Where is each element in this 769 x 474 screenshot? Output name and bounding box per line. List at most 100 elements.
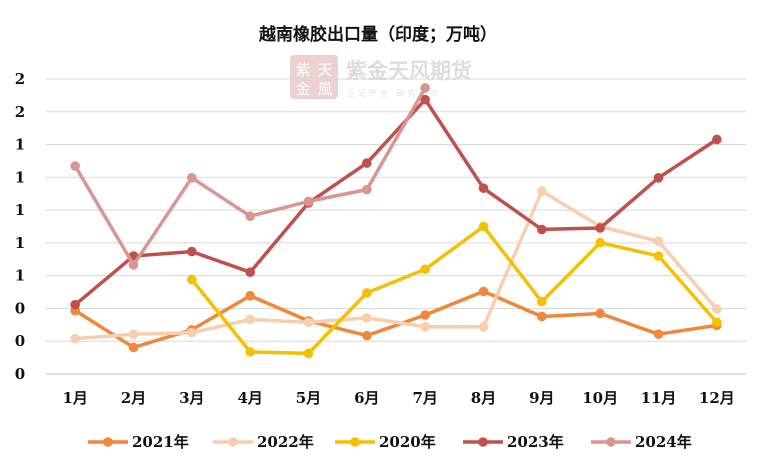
watermark-slogan: 立足产业 研究驱动 bbox=[347, 88, 441, 98]
data-point bbox=[712, 317, 722, 328]
legend-swatch-marker bbox=[350, 437, 360, 447]
data-point bbox=[245, 267, 255, 278]
y-tick-label: 0 bbox=[15, 299, 25, 317]
x-tick-label: 1月 bbox=[62, 389, 87, 407]
series-layer bbox=[70, 83, 722, 359]
data-point bbox=[420, 264, 430, 275]
watermark-seal bbox=[290, 55, 338, 99]
data-point bbox=[70, 333, 80, 344]
data-point bbox=[187, 327, 197, 338]
y-tick-label: 1 bbox=[15, 136, 25, 154]
data-point bbox=[245, 291, 255, 301]
data-point bbox=[653, 251, 664, 261]
series-0 bbox=[70, 286, 722, 353]
data-point bbox=[187, 246, 197, 257]
data-point bbox=[478, 286, 489, 297]
x-tick-label: 11月 bbox=[641, 389, 677, 407]
x-tick-label: 9月 bbox=[529, 389, 554, 407]
legend-label: 2021年 bbox=[132, 433, 189, 451]
watermark-seal-char: 風 bbox=[317, 80, 332, 98]
chart-title: 越南橡胶出口量（印度；万吨） bbox=[258, 24, 497, 45]
y-tick-label: 1 bbox=[15, 168, 25, 186]
series-4 bbox=[70, 83, 430, 270]
data-point bbox=[245, 314, 255, 325]
y-axis: 0 0 0 1 1 1 1 1 2 2 bbox=[15, 70, 25, 383]
watermark: 紫 天 金 風 紫金天风期货 立足产业 研究驱动 bbox=[290, 55, 472, 99]
legend-label: 2023年 bbox=[507, 433, 564, 451]
data-point bbox=[420, 94, 430, 105]
x-tick-label: 10月 bbox=[582, 389, 618, 407]
data-point bbox=[128, 342, 139, 353]
data-point bbox=[712, 304, 722, 314]
data-point bbox=[595, 223, 605, 233]
data-point bbox=[420, 83, 430, 93]
watermark-seal-char: 紫 bbox=[295, 61, 310, 79]
y-tick-label: 2 bbox=[15, 70, 25, 88]
data-point bbox=[362, 184, 372, 195]
data-point bbox=[537, 311, 547, 322]
data-point bbox=[303, 348, 314, 359]
data-point bbox=[362, 313, 372, 323]
watermark-seal-char: 天 bbox=[317, 61, 332, 79]
series-line bbox=[73, 189, 719, 341]
y-tick-label: 2 bbox=[15, 103, 25, 121]
data-point bbox=[595, 237, 605, 248]
gridlines bbox=[46, 78, 746, 375]
legend-swatch-marker bbox=[228, 437, 238, 447]
data-point bbox=[128, 260, 139, 270]
legend-item: 2022年 bbox=[213, 433, 314, 451]
legend-item: 2023年 bbox=[463, 433, 564, 451]
legend-item: 2020年 bbox=[335, 433, 436, 451]
data-point bbox=[362, 288, 372, 298]
data-point bbox=[70, 161, 80, 171]
data-point bbox=[362, 158, 372, 168]
data-point bbox=[653, 173, 664, 183]
series-line bbox=[73, 97, 719, 307]
data-point bbox=[537, 224, 547, 235]
data-point bbox=[187, 173, 197, 183]
data-point bbox=[245, 347, 255, 357]
data-point bbox=[478, 183, 489, 193]
legend: 2021年 2022年 2020年 2023年 2024年 bbox=[88, 433, 692, 451]
series-line bbox=[73, 86, 427, 267]
legend-label: 2020年 bbox=[379, 433, 436, 451]
data-point bbox=[362, 330, 372, 341]
x-axis: 1月 2月 3月 4月 5月 6月 7月 8月 9月 10月 11月 12月 bbox=[62, 389, 734, 407]
x-tick-label: 12月 bbox=[699, 389, 735, 407]
legend-swatch-marker bbox=[478, 437, 488, 447]
x-tick-label: 5月 bbox=[296, 389, 321, 407]
data-point bbox=[303, 196, 314, 207]
y-tick-label: 0 bbox=[15, 365, 25, 383]
data-point bbox=[478, 221, 489, 232]
y-tick-label: 1 bbox=[15, 201, 25, 219]
legend-swatch-marker bbox=[606, 437, 616, 447]
series-line bbox=[190, 224, 719, 356]
data-point bbox=[187, 274, 197, 285]
series-3 bbox=[70, 94, 722, 310]
x-tick-label: 7月 bbox=[412, 389, 437, 407]
data-point bbox=[595, 308, 605, 319]
data-point bbox=[537, 186, 547, 196]
x-tick-label: 3月 bbox=[179, 389, 204, 407]
x-tick-label: 2月 bbox=[121, 389, 146, 407]
data-point bbox=[712, 134, 722, 145]
data-point bbox=[537, 296, 547, 307]
data-point bbox=[245, 211, 255, 221]
data-point bbox=[420, 322, 430, 332]
legend-label: 2024年 bbox=[635, 433, 692, 451]
legend-item: 2021年 bbox=[88, 433, 189, 451]
x-tick-label: 6月 bbox=[354, 389, 379, 407]
watermark-seal-char: 金 bbox=[295, 80, 310, 98]
data-point bbox=[653, 236, 664, 247]
y-tick-label: 1 bbox=[15, 267, 25, 285]
x-tick-label: 4月 bbox=[237, 389, 262, 407]
legend-swatch-marker bbox=[103, 437, 113, 447]
x-tick-label: 8月 bbox=[471, 389, 496, 407]
series-line bbox=[73, 289, 719, 350]
y-tick-label: 1 bbox=[15, 234, 25, 252]
legend-label: 2022年 bbox=[257, 433, 314, 451]
data-point bbox=[70, 299, 80, 310]
legend-item: 2024年 bbox=[591, 433, 692, 451]
data-point bbox=[303, 317, 314, 328]
